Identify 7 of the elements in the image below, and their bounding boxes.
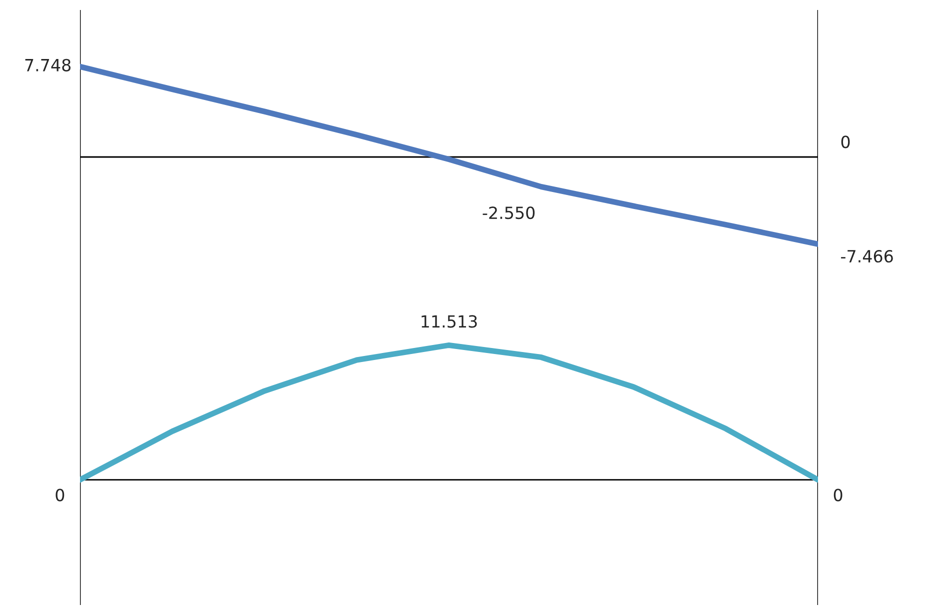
text: 0 <box>56 488 64 502</box>
data-label: -7.466 <box>841 250 893 263</box>
text: 11.513 <box>422 315 477 328</box>
data-label: 7.748 <box>25 58 71 72</box>
ref-line-label: 0 <box>841 136 850 148</box>
text: 0 <box>834 488 842 502</box>
data-label: -2.550 <box>482 206 535 220</box>
